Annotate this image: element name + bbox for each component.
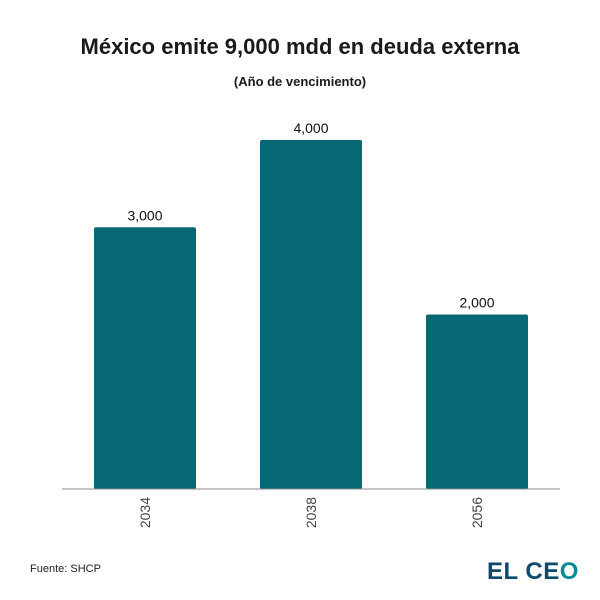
x-tick-label: 2056 (469, 497, 485, 528)
data-label: 4,000 (293, 120, 328, 136)
data-label: 2,000 (459, 295, 494, 311)
source-note: Fuente: SHCP (30, 563, 101, 575)
chart-title: México emite 9,000 mdd en deuda externa (80, 34, 520, 59)
bar-2038 (260, 140, 362, 489)
bar-2034 (94, 227, 196, 489)
x-tick-label: 2034 (137, 497, 153, 528)
data-label: 3,000 (127, 207, 162, 223)
bar-2056 (426, 314, 528, 489)
chart-subtitle: (Año de vencimiento) (233, 74, 367, 89)
x-tick-label: 2038 (303, 497, 319, 528)
el-ceo-logo: EL CEO (487, 558, 579, 585)
